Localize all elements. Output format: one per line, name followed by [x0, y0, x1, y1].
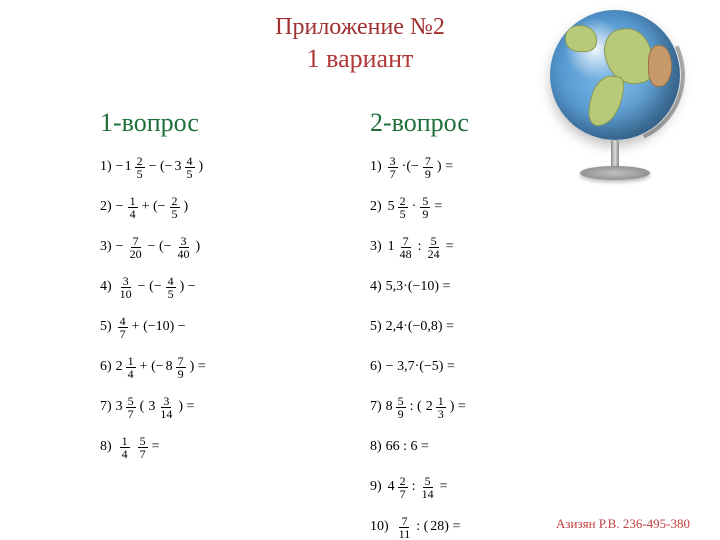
problem-row: 7)859 : ( 213) =: [370, 394, 620, 420]
problem-row: 8) 66 : 6 =: [370, 434, 620, 460]
column-1-problems: 1)−125− (−345) 2)−14+ (−25) 3)−720− (−340)…: [100, 154, 350, 460]
column-2: 2-вопрос 1)37·(−79) = 2) 525·59 = 3) 1748 …: [370, 108, 620, 540]
problem-row: 4)5,3·(−10) =: [370, 274, 620, 300]
problem-row: 6)214+ (−879) =: [100, 354, 350, 380]
problem-row: 5)2,4·(−0,8) =: [370, 314, 620, 340]
problem-row: 7)357 ( 3314) =: [100, 394, 350, 420]
problem-row: 3)−720− (−340): [100, 234, 350, 260]
problem-row: 8) 14 57 =: [100, 434, 350, 460]
problem-row: 6)− 3,7·(−5) =: [370, 354, 620, 380]
problem-row: 2)−14+ (−25): [100, 194, 350, 220]
problem-row: 2) 525·59 =: [370, 194, 620, 220]
column-1-heading: 1-вопрос: [100, 108, 350, 138]
problem-row: 5)47+ (−10) −: [100, 314, 350, 340]
column-1: 1-вопрос 1)−125− (−345) 2)−14+ (−25) 3)−72…: [100, 108, 350, 540]
problem-row: 9) 427 : 514 =: [370, 474, 620, 500]
column-2-problems: 1)37·(−79) = 2) 525·59 = 3) 1748 : 524 = 4)…: [370, 154, 620, 540]
column-2-heading: 2-вопрос: [370, 108, 620, 138]
problem-row: 3) 1748 : 524 =: [370, 234, 620, 260]
problem-row: 4)310− (−45) −: [100, 274, 350, 300]
problem-row: 1)37·(−79) =: [370, 154, 620, 180]
problem-row: 1)−125− (−345): [100, 154, 350, 180]
footer-credit: Азизян Р.В. 236-495-380: [556, 516, 690, 532]
questions-columns: 1-вопрос 1)−125− (−345) 2)−14+ (−25) 3)−72…: [100, 108, 620, 540]
